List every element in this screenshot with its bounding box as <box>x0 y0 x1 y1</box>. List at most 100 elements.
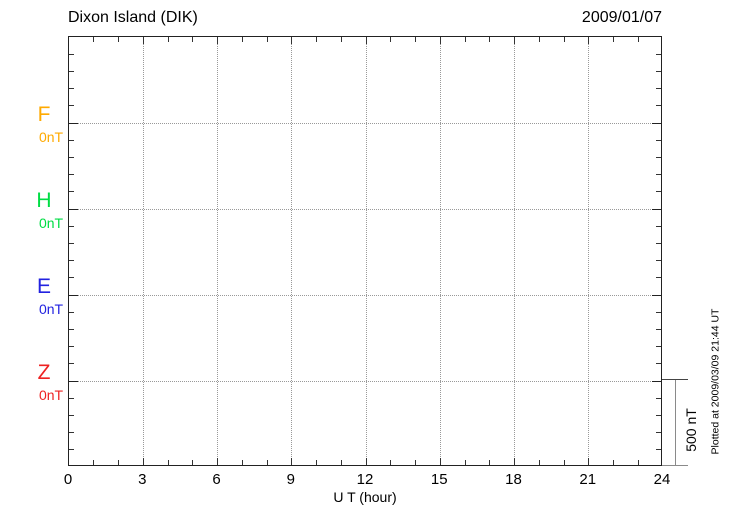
plot-date: 2009/01/07 <box>581 9 662 26</box>
x-tick-label-0: 0 <box>63 471 73 488</box>
x-tick-top <box>365 37 367 44</box>
y-tick-right-major <box>652 122 661 124</box>
x-gridline-15 <box>439 37 441 465</box>
x-tick-bottom <box>514 458 515 465</box>
x-tick-bottom <box>365 458 367 465</box>
x-tick-label-12: 12 <box>356 471 374 488</box>
x-tick-label-24: 24 <box>653 471 671 488</box>
y-tick-right <box>656 277 661 279</box>
y-tick-right <box>656 414 661 416</box>
y-tick-left <box>69 174 74 176</box>
x-tick-top <box>563 37 565 42</box>
scale-bar-label: 500 nT <box>683 408 699 452</box>
x-tick-bottom <box>291 458 293 465</box>
channel-baseline-value-H: 0nT <box>38 215 64 231</box>
x-tick-bottom <box>563 460 565 465</box>
y-tick-right <box>656 225 661 227</box>
channel-baseline-value-E: 0nT <box>38 301 64 317</box>
channel-letter-Z: Z <box>37 361 51 384</box>
channel-baseline-value-Z: 0nT <box>38 387 64 403</box>
x-gridline-9 <box>291 37 293 465</box>
y-tick-right <box>656 191 661 193</box>
x-tick-top <box>588 37 590 44</box>
x-tick-top <box>415 37 416 42</box>
y-tick-left <box>69 53 74 55</box>
y-tick-left <box>69 139 74 141</box>
y-tick-left <box>69 260 74 262</box>
y-tick-left <box>69 277 74 279</box>
y-tick-left <box>69 363 74 365</box>
y-tick-left <box>69 242 74 244</box>
y-tick-right <box>656 105 661 107</box>
baseline-gridline-1 <box>69 122 661 124</box>
x-tick-bottom <box>118 460 119 465</box>
x-tick-top <box>316 37 317 42</box>
y-tick-left-major <box>69 294 78 296</box>
x-tick-top <box>390 37 392 42</box>
y-tick-right <box>656 311 661 313</box>
y-tick-left <box>69 105 74 107</box>
y-tick-right <box>656 449 661 451</box>
x-tick-label-18: 18 <box>505 471 522 488</box>
y-tick-left <box>69 88 74 90</box>
x-tick-top <box>266 37 268 42</box>
x-gridline-18 <box>514 37 515 465</box>
x-tick-top <box>192 37 194 42</box>
x-tick-label-21: 21 <box>579 471 597 488</box>
baseline-gridline-3 <box>69 294 661 296</box>
y-tick-left-major <box>69 380 78 382</box>
y-tick-right <box>656 346 661 348</box>
plot-area <box>68 36 662 466</box>
x-gridline-12 <box>365 37 367 465</box>
y-tick-right <box>656 53 661 55</box>
y-tick-left <box>69 156 74 158</box>
y-tick-left <box>69 449 74 451</box>
x-axis-label: U T (hour) <box>333 489 397 505</box>
baseline-gridline-4 <box>69 380 661 382</box>
x-gridline-6 <box>217 37 218 465</box>
x-tick-bottom <box>340 460 342 465</box>
x-tick-top <box>167 37 169 42</box>
x-tick-top <box>340 37 342 42</box>
x-tick-top <box>241 37 243 42</box>
x-tick-bottom <box>390 460 392 465</box>
x-tick-bottom <box>266 460 268 465</box>
y-tick-right <box>656 242 661 244</box>
y-tick-right <box>656 70 661 72</box>
x-tick-top <box>514 37 515 44</box>
x-tick-bottom <box>613 460 614 465</box>
y-tick-left <box>69 225 74 227</box>
x-tick-label-6: 6 <box>212 471 221 488</box>
y-tick-right <box>656 139 661 141</box>
x-tick-bottom <box>241 460 243 465</box>
x-tick-bottom <box>142 458 144 465</box>
x-tick-bottom <box>464 460 466 465</box>
y-tick-right-major <box>652 294 661 296</box>
y-tick-right <box>656 328 661 330</box>
x-tick-bottom <box>316 460 317 465</box>
y-tick-left <box>69 70 74 72</box>
x-tick-bottom <box>217 458 218 465</box>
x-tick-label-3: 3 <box>138 471 147 488</box>
x-tick-top <box>439 37 441 44</box>
y-tick-left <box>69 397 74 399</box>
scale-bar-line <box>675 380 676 466</box>
channel-letter-H: H <box>36 189 52 212</box>
x-tick-bottom <box>167 460 169 465</box>
y-tick-left <box>69 432 74 434</box>
x-tick-bottom <box>93 460 95 465</box>
y-tick-right <box>656 156 661 158</box>
y-tick-left <box>69 311 74 313</box>
x-tick-top <box>637 37 639 42</box>
channel-letter-E: E <box>36 275 51 298</box>
channel-baseline-value-F: 0nT <box>38 129 64 145</box>
y-tick-right-major <box>652 380 661 382</box>
x-gridline-21 <box>588 37 590 465</box>
y-tick-left <box>69 414 74 416</box>
y-tick-left <box>69 346 74 348</box>
y-tick-right <box>656 174 661 176</box>
x-tick-top <box>613 37 614 42</box>
x-tick-top <box>217 37 218 44</box>
y-tick-left-major <box>69 208 78 210</box>
